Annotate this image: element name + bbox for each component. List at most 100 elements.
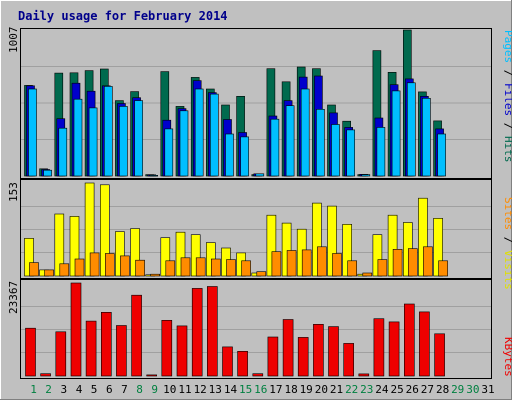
visits-bar — [387, 214, 398, 277]
sites-bar — [301, 249, 312, 277]
kbytes-bar — [101, 311, 112, 377]
day-label: 13 — [209, 383, 222, 396]
panel-hits-frame — [20, 28, 492, 179]
sites-bar — [89, 252, 100, 277]
sites-bar — [241, 260, 251, 277]
sites-bar — [392, 249, 403, 277]
pages-bar — [73, 98, 83, 177]
kbytes-bar — [419, 311, 430, 377]
day-label: 1 — [30, 383, 37, 396]
kbytes-bar — [434, 333, 445, 377]
day-label: 9 — [151, 383, 158, 396]
panel-visits-frame — [20, 179, 492, 279]
kbytes-bar — [85, 320, 97, 377]
pages-bar — [300, 88, 310, 177]
kbytes-bar — [40, 373, 51, 377]
pages-bar — [422, 98, 431, 177]
visits-bar — [266, 214, 277, 277]
sites-bar — [59, 263, 70, 277]
visits-bar — [115, 231, 125, 277]
day-label: 22 — [345, 383, 358, 396]
sites-bar — [105, 253, 115, 277]
pages-bar — [119, 106, 128, 177]
day-label: 12 — [194, 383, 207, 396]
day-label: 15 — [239, 383, 252, 396]
day-label: 11 — [178, 383, 191, 396]
pages-bar — [28, 88, 37, 177]
kbytes-bar — [191, 288, 203, 377]
visits-bar — [418, 197, 428, 277]
day-label: 5 — [91, 383, 98, 396]
sites-bar — [180, 257, 191, 277]
kbytes-bar — [237, 350, 248, 377]
kbytes-bar — [252, 373, 264, 377]
kbytes-bar — [55, 331, 67, 377]
day-label: 2 — [45, 383, 52, 396]
sites-bar — [438, 260, 448, 277]
kbytes-bar — [176, 325, 188, 377]
kbytes-bar — [131, 294, 142, 377]
visits-bar — [342, 224, 353, 277]
legend-visits: Visits — [502, 250, 512, 290]
visits-bar — [190, 234, 201, 277]
kbytes-bar — [297, 337, 309, 377]
sites-bar — [423, 246, 433, 277]
kbytes-bar — [403, 303, 415, 377]
legend-hits-files-pages: Pages / Files / Hits — [502, 30, 512, 163]
pages-bar — [285, 105, 295, 177]
x-axis-labels: 1 2 3 4 5 6 7 8 9 10 11 12 13 14 15 16 17 18 19 20 21 22 23 24 2… — [30, 383, 494, 396]
visits-bar — [100, 184, 110, 277]
day-label: 14 — [224, 383, 238, 396]
pages-bar — [88, 107, 98, 177]
kbytes-bar — [222, 346, 233, 377]
kbytes-bar — [373, 318, 385, 377]
sites-bar — [211, 258, 221, 277]
kbytes-bar — [267, 336, 279, 377]
day-label: 21 — [330, 383, 343, 396]
pages-bar — [149, 175, 158, 177]
day-label: 24 — [375, 383, 389, 396]
visits-bar — [160, 237, 171, 277]
kbytes-bar — [207, 286, 218, 377]
kbytes-bar — [358, 373, 370, 377]
legend-visits-sites: Sites / Visits — [502, 197, 512, 290]
day-label: 8 — [136, 383, 143, 396]
pages-bar — [225, 133, 234, 177]
legend-kbytes: KBytes — [502, 337, 512, 377]
day-label: 19 — [300, 383, 313, 396]
pages-bar — [134, 100, 143, 177]
sites-bar — [256, 271, 267, 277]
pages-bar — [437, 133, 446, 177]
kbytes-ymax-label: 23367 — [7, 281, 20, 314]
legend-pages: Pages — [502, 30, 512, 63]
kbytes-bar — [70, 282, 82, 377]
kbytes-bar — [343, 343, 355, 377]
pages-bar — [316, 109, 325, 177]
visits-bar — [175, 231, 186, 277]
sites-bar — [407, 248, 418, 277]
pages-bar — [104, 86, 113, 177]
sites-bar — [74, 258, 85, 277]
day-label: 6 — [106, 383, 113, 396]
visits-bar — [54, 213, 65, 277]
day-label: 26 — [406, 383, 419, 396]
sites-bar — [226, 259, 236, 277]
kbytes-bar — [25, 327, 36, 377]
sites-bar — [120, 255, 130, 277]
sites-bar — [362, 272, 373, 277]
sites-bar — [44, 269, 54, 277]
sites-bar — [271, 251, 282, 277]
sites-bar — [317, 246, 327, 277]
pages-bar — [164, 128, 174, 177]
kbytes-bar — [313, 323, 324, 377]
visits-bar — [130, 228, 140, 277]
pages-bar — [391, 90, 401, 177]
day-label: 4 — [76, 383, 83, 396]
chart-title: Daily usage for February 2014 — [18, 9, 228, 23]
visits-bar — [84, 182, 95, 277]
day-label: 30 — [466, 383, 479, 396]
visits-bar — [281, 222, 292, 277]
pages-bar — [346, 129, 356, 177]
day-label: 23 — [360, 383, 373, 396]
